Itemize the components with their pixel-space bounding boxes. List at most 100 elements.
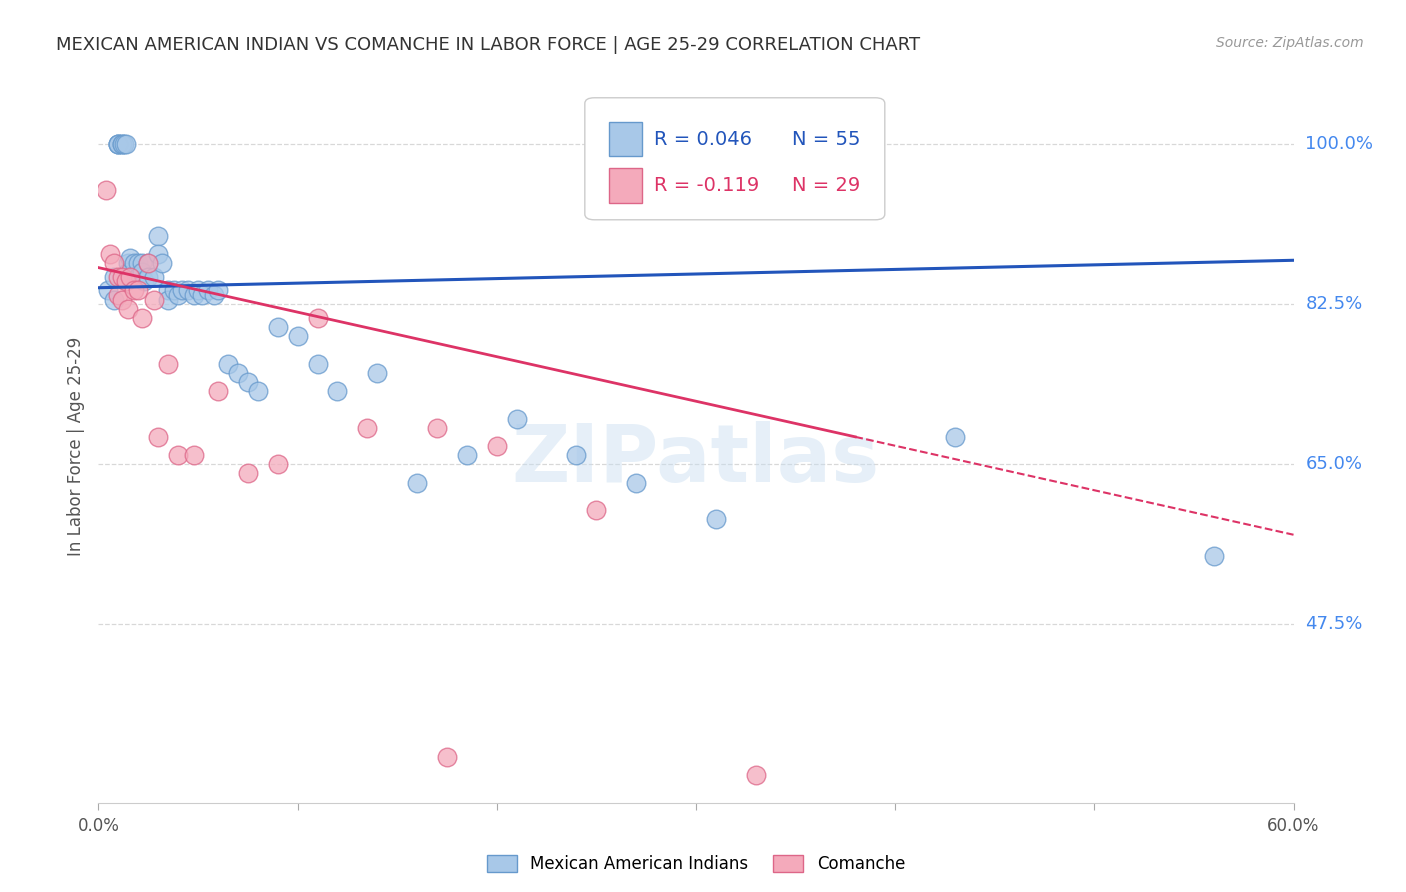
Point	[356, 420, 378, 434]
Point	[107, 137, 129, 152]
Point	[111, 269, 134, 284]
Point	[326, 384, 349, 398]
Point	[98, 247, 122, 261]
Point	[307, 357, 329, 371]
Point	[148, 228, 170, 243]
Point	[177, 284, 200, 298]
Point	[103, 256, 125, 270]
Point	[426, 420, 449, 434]
Point	[103, 269, 125, 284]
Point	[187, 284, 209, 298]
Point	[127, 256, 149, 270]
Point	[120, 252, 142, 266]
Point	[267, 458, 290, 472]
Point	[136, 256, 159, 270]
Text: 47.5%: 47.5%	[1305, 615, 1362, 633]
Bar	[609, 169, 643, 202]
Point	[111, 137, 134, 152]
Point	[163, 284, 186, 298]
Point	[97, 284, 120, 298]
Point	[943, 430, 966, 444]
Point	[136, 269, 159, 284]
Point	[267, 320, 290, 334]
Text: MEXICAN AMERICAN INDIAN VS COMANCHE IN LABOR FORCE | AGE 25-29 CORRELATION CHART: MEXICAN AMERICAN INDIAN VS COMANCHE IN L…	[56, 36, 921, 54]
Point	[485, 439, 508, 453]
Point	[506, 411, 529, 425]
Point	[172, 284, 194, 298]
Point	[103, 293, 125, 307]
Point	[236, 375, 259, 389]
Text: 100.0%: 100.0%	[1305, 135, 1374, 153]
Point	[157, 293, 180, 307]
Point	[127, 269, 149, 284]
Legend: Mexican American Indians, Comanche: Mexican American Indians, Comanche	[481, 848, 911, 880]
Point	[366, 366, 388, 380]
Point	[287, 329, 309, 343]
Point	[406, 475, 429, 490]
Point	[148, 247, 170, 261]
Point	[585, 503, 607, 517]
Point	[157, 357, 180, 371]
Point	[127, 284, 149, 298]
Point	[150, 256, 173, 270]
Point	[307, 310, 329, 325]
Point	[131, 265, 153, 279]
Text: 82.5%: 82.5%	[1305, 295, 1362, 313]
Point	[117, 265, 139, 279]
Point	[183, 288, 205, 302]
Point	[745, 768, 768, 782]
Point	[202, 288, 225, 302]
Point	[207, 284, 229, 298]
Text: R = 0.046: R = 0.046	[654, 129, 752, 149]
Point	[207, 384, 229, 398]
Point	[131, 256, 153, 270]
Text: R = -0.119: R = -0.119	[654, 176, 759, 195]
Point	[143, 293, 166, 307]
Point	[124, 256, 146, 270]
Point	[704, 512, 727, 526]
Point	[124, 269, 146, 284]
Point	[197, 284, 219, 298]
Point	[111, 293, 134, 307]
Point	[183, 448, 205, 462]
Point	[157, 284, 180, 298]
Point	[136, 256, 159, 270]
Point	[143, 269, 166, 284]
Point	[191, 288, 214, 302]
Point	[148, 430, 170, 444]
Point	[107, 137, 129, 152]
Point	[436, 750, 458, 764]
Point	[134, 274, 156, 288]
Point	[456, 448, 478, 462]
Point	[107, 288, 129, 302]
Point	[117, 301, 139, 316]
Point	[124, 284, 146, 298]
Point	[117, 256, 139, 270]
FancyBboxPatch shape	[585, 98, 884, 219]
Point	[107, 137, 129, 152]
Point	[115, 137, 138, 152]
Point	[96, 183, 118, 197]
Text: ZIPatlas: ZIPatlas	[512, 421, 880, 500]
Point	[120, 269, 142, 284]
Point	[167, 448, 190, 462]
Point	[565, 448, 588, 462]
Point	[236, 467, 259, 481]
Point	[226, 366, 249, 380]
Point	[217, 357, 239, 371]
Point	[112, 137, 135, 152]
Y-axis label: In Labor Force | Age 25-29: In Labor Force | Age 25-29	[66, 336, 84, 556]
Point	[111, 137, 134, 152]
Text: 65.0%: 65.0%	[1305, 455, 1362, 474]
Point	[167, 288, 190, 302]
Text: N = 29: N = 29	[792, 176, 860, 195]
Bar	[609, 122, 643, 156]
Point	[131, 310, 153, 325]
Point	[115, 274, 138, 288]
Text: N = 55: N = 55	[792, 129, 860, 149]
Point	[1202, 549, 1225, 563]
Point	[624, 475, 647, 490]
Text: Source: ZipAtlas.com: Source: ZipAtlas.com	[1216, 36, 1364, 50]
Point	[107, 269, 129, 284]
Point	[246, 384, 269, 398]
